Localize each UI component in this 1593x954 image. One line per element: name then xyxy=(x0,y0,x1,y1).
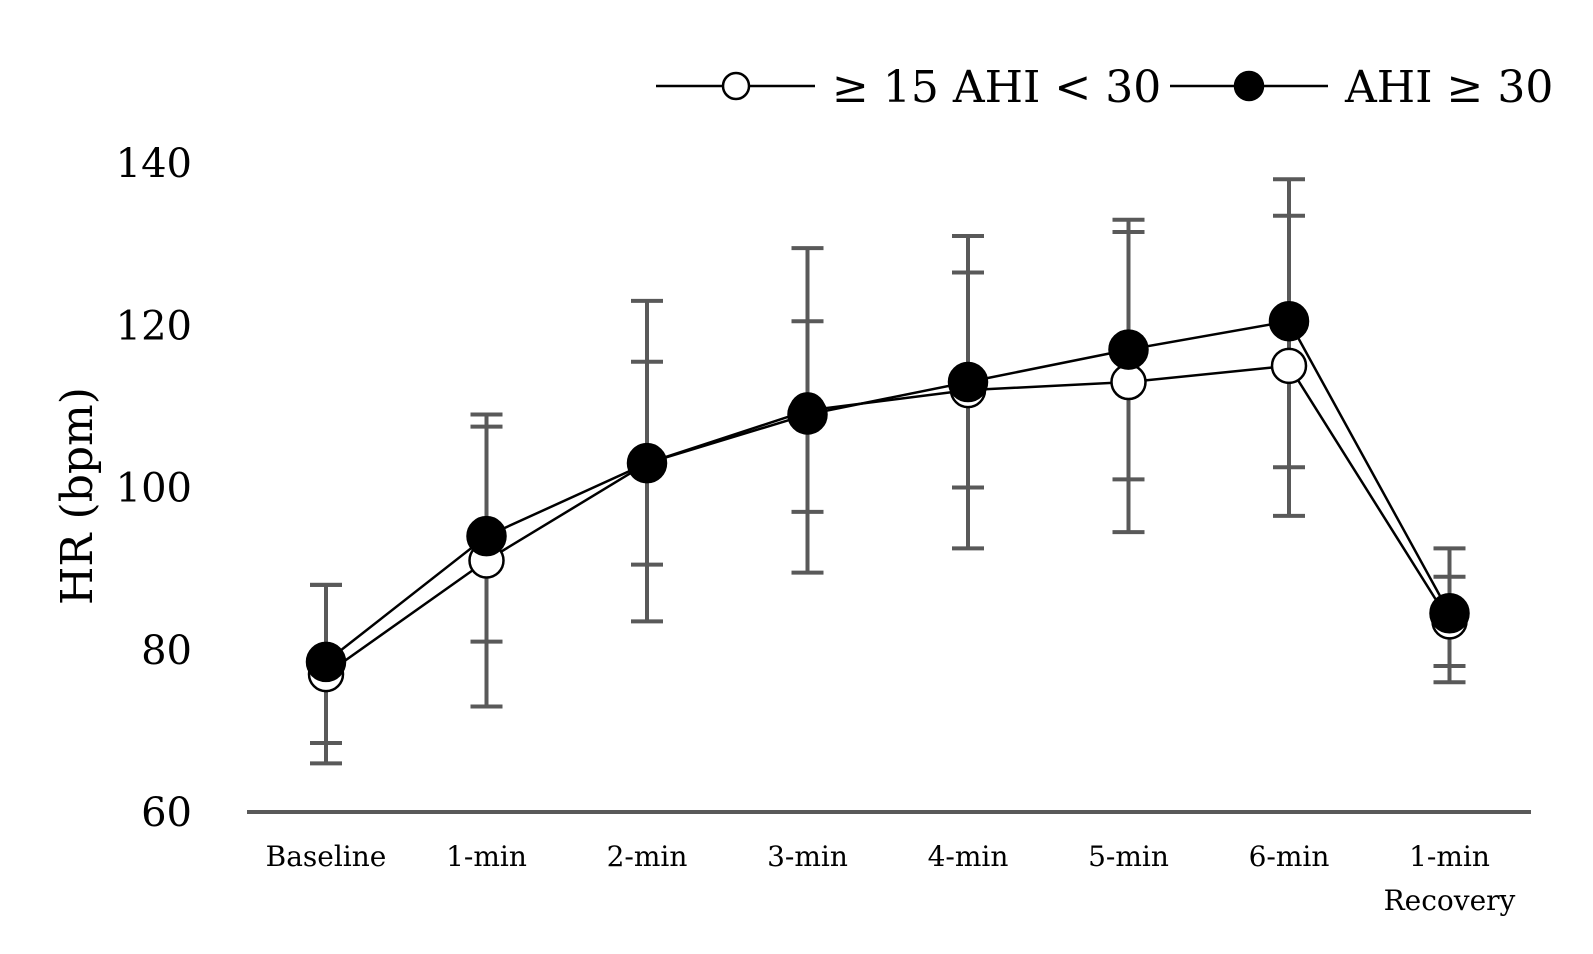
x-tick-label: 4-min xyxy=(928,840,1009,873)
x-tick-label: 2-min xyxy=(607,840,688,873)
data-point-filled xyxy=(947,361,989,403)
legend-entry: ≥ 15 AHI < 30 xyxy=(656,62,1161,113)
legend: ≥ 15 AHI < 30 AHI ≥ 30 xyxy=(656,62,1553,113)
x-tick-line: 1-min xyxy=(446,840,527,873)
x-tick-line: 3-min xyxy=(767,840,848,873)
x-axis-ticks: Baseline 1-min 2-min 3-min 4-min 5-min 6-min 1-… xyxy=(266,840,1516,917)
x-tick-label: Baseline xyxy=(266,840,387,873)
x-tick-line: 1-min xyxy=(1409,840,1490,873)
y-axis-ticks: 60 80 100 120 140 xyxy=(116,141,192,836)
x-tick-line: 5-min xyxy=(1088,840,1169,873)
y-axis-label: HR (bpm) xyxy=(52,387,103,605)
x-tick-line: Recovery xyxy=(1384,884,1516,917)
x-tick-label: 1-min Recovery xyxy=(1384,840,1516,917)
legend-marker-filled xyxy=(1233,70,1265,102)
data-point-filled xyxy=(787,394,828,435)
data-point-filled xyxy=(305,641,347,683)
x-tick-line: 4-min xyxy=(928,840,1009,873)
x-tick-line: 2-min xyxy=(607,840,688,873)
x-tick-label: 3-min xyxy=(767,840,848,873)
x-tick-line: Baseline xyxy=(266,840,387,873)
data-point-filled xyxy=(466,515,507,557)
y-tick-label: 120 xyxy=(116,303,192,349)
data-point-filled xyxy=(1429,592,1470,634)
x-tick-label: 6-min xyxy=(1249,840,1330,873)
series-line xyxy=(325,319,1451,663)
data-point-filled xyxy=(626,442,668,484)
data-point-open xyxy=(1110,363,1147,401)
y-tick-label: 100 xyxy=(116,466,192,512)
data-markers xyxy=(305,300,1470,693)
x-tick-line: 6-min xyxy=(1249,840,1330,873)
legend-marker-open xyxy=(721,71,751,101)
series-lines xyxy=(325,319,1451,676)
legend-label: ≥ 15 AHI < 30 xyxy=(832,62,1161,113)
error-bars xyxy=(310,177,1466,766)
data-point-filled xyxy=(1108,329,1149,370)
data-point-filled xyxy=(1268,300,1310,342)
legend-entry: AHI ≥ 30 xyxy=(1170,62,1553,113)
data-point-open xyxy=(1270,347,1308,385)
series-line xyxy=(325,364,1451,676)
y-tick-label: 140 xyxy=(116,141,192,187)
y-tick-label: 60 xyxy=(141,790,192,836)
x-tick-label: 1-min xyxy=(446,840,527,873)
y-tick-label: 80 xyxy=(141,628,192,674)
x-tick-label: 5-min xyxy=(1088,840,1169,873)
legend-label: AHI ≥ 30 xyxy=(1344,62,1553,113)
